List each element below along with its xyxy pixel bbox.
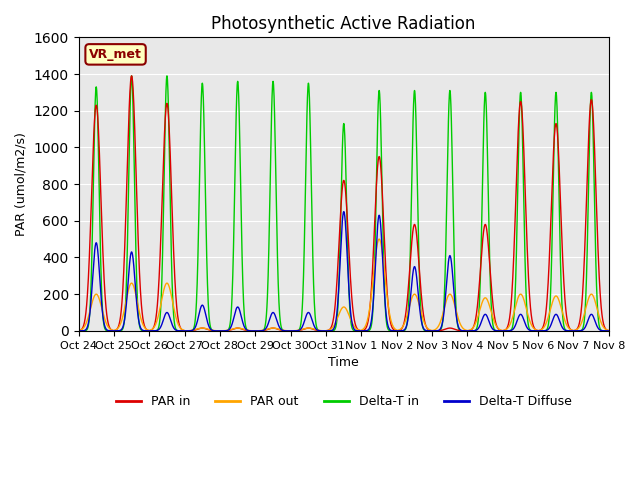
Legend: PAR in, PAR out, Delta-T in, Delta-T Diffuse: PAR in, PAR out, Delta-T in, Delta-T Dif… (111, 390, 577, 413)
Text: VR_met: VR_met (89, 48, 142, 61)
Title: Photosynthetic Active Radiation: Photosynthetic Active Radiation (211, 15, 476, 33)
X-axis label: Time: Time (328, 356, 359, 369)
Y-axis label: PAR (umol/m2/s): PAR (umol/m2/s) (15, 132, 28, 236)
